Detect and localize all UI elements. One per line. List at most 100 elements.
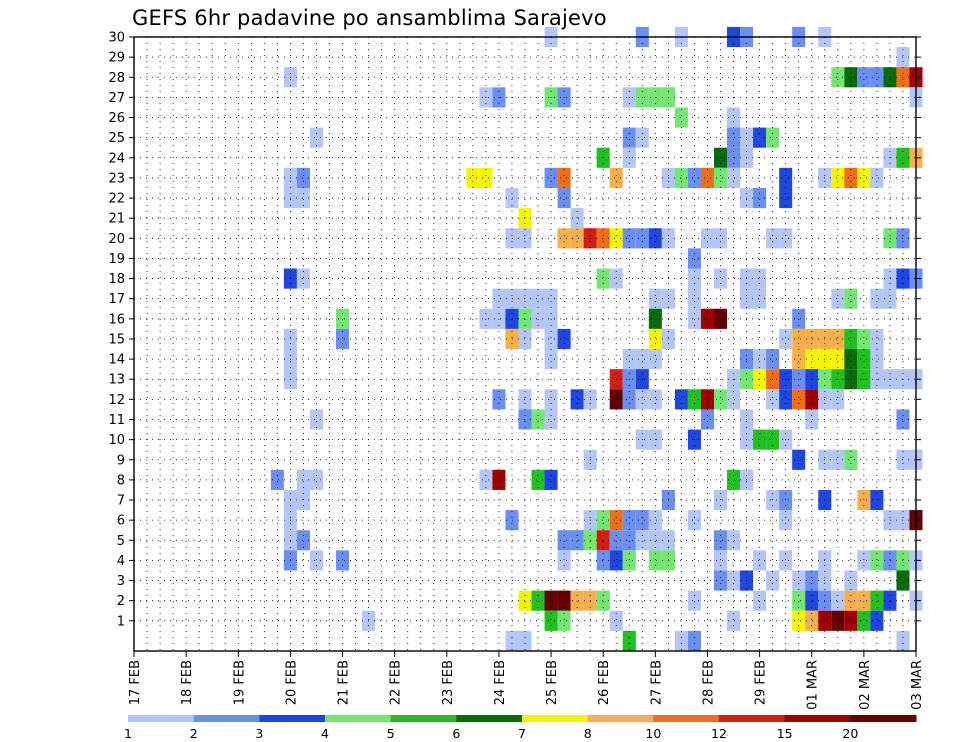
heatmap-cell: [635, 530, 649, 551]
y-tick-label: 25: [108, 131, 125, 146]
y-tick-label: 8: [117, 473, 125, 488]
heatmap-cell: [779, 550, 793, 571]
heatmap-cell: [883, 268, 897, 289]
y-tick-label: 7: [117, 494, 125, 509]
heatmap-cell: [570, 208, 584, 229]
heatmap-cell: [309, 127, 323, 148]
heatmap-cell: [309, 469, 323, 490]
heatmap-cell: [766, 228, 780, 249]
heatmap-cell: [531, 308, 545, 329]
heatmap-cell: [674, 630, 688, 651]
heatmap-cell: [883, 590, 897, 611]
heatmap-cell: [596, 228, 610, 249]
y-tick-label: 5: [117, 534, 125, 549]
heatmap-cell: [648, 288, 662, 309]
heatmap-cell: [727, 127, 741, 148]
heatmap-cell: [479, 469, 493, 490]
heatmap-cell: [792, 349, 806, 370]
heatmap-cell: [336, 328, 350, 350]
x-tick-label: 28 FEB: [702, 660, 717, 705]
heatmap-cell: [544, 409, 558, 430]
heatmap-cell: [635, 510, 649, 531]
y-tick-label: 17: [108, 292, 125, 307]
y-tick-label: 14: [108, 353, 125, 368]
heatmap-cell: [687, 308, 701, 329]
heatmap-cell: [609, 268, 623, 289]
heatmap-cell: [635, 127, 649, 148]
heatmap-cell: [870, 489, 884, 511]
heatmap-cell: [779, 167, 793, 188]
heatmap-cell: [557, 590, 571, 611]
heatmap-cell: [596, 268, 610, 289]
heatmap-cell: [609, 510, 623, 531]
heatmap-cell: [805, 610, 819, 631]
heatmap-cell: [687, 630, 701, 651]
heatmap-cell: [766, 349, 780, 370]
heatmap-cell: [766, 489, 780, 511]
heatmap-cell: [518, 630, 532, 651]
y-tick-label: 28: [108, 71, 125, 86]
legend-swatch: [193, 715, 260, 722]
heatmap-cell: [687, 288, 701, 309]
legend: 1 2 3 4 5 6 7 8 10 12 15 20: [124, 715, 917, 741]
heatmap-cell: [687, 248, 701, 269]
heatmap-cell: [648, 308, 662, 329]
heatmap-cell: [779, 228, 793, 249]
y-tick-label: 4: [117, 554, 125, 569]
heatmap-cell: [727, 389, 741, 410]
heatmap-cell: [609, 228, 623, 249]
heatmap-cell: [844, 288, 858, 309]
heatmap-cell: [713, 228, 728, 249]
grid: [134, 36, 916, 651]
legend-label: 7: [518, 726, 526, 741]
heatmap-cell: [727, 469, 741, 490]
legend-label: 2: [190, 726, 198, 741]
y-tick-label: 29: [108, 51, 125, 66]
legend-label: 10: [645, 726, 661, 741]
heatmap-cell: [635, 228, 649, 249]
heatmap-cell: [609, 530, 623, 551]
heatmap-cell: [531, 409, 545, 430]
heatmap-cell: [883, 510, 897, 531]
heatmap-cell: [479, 308, 493, 329]
heatmap-cell: [557, 167, 571, 188]
y-tick-label: 21: [108, 212, 125, 227]
x-tick-label: 17 FEB: [128, 660, 143, 705]
heatmap-cell: [492, 469, 506, 490]
heatmap-cell: [753, 550, 767, 571]
heatmap-cell: [792, 308, 806, 329]
heatmap-cell: [687, 590, 701, 611]
heatmap-cell: [857, 67, 871, 88]
legend-swatch: [390, 715, 457, 722]
y-tick-label: 23: [108, 171, 125, 186]
heatmap-cell: [779, 187, 793, 209]
x-tick-label: 18 FEB: [180, 660, 195, 705]
heatmap-cell: [792, 570, 806, 591]
heatmap-cell: [766, 570, 780, 591]
heatmap-cell: [857, 590, 871, 611]
heatmap-cell: [857, 328, 871, 350]
heatmap-cell: [622, 630, 636, 651]
heatmap-cell: [544, 328, 558, 350]
heatmap-cell: [492, 389, 506, 410]
heatmap-cell: [727, 107, 741, 128]
heatmap-cell: [296, 268, 310, 289]
heatmap-cell: [753, 268, 767, 289]
heatmap-cell: [883, 228, 897, 249]
heatmap-cell: [648, 228, 662, 249]
heatmap-cell: [727, 570, 741, 591]
heatmap-cell: [544, 389, 558, 410]
y-tick-label: 26: [108, 111, 125, 126]
heatmap-cell: [505, 328, 519, 350]
heatmap-cell: [296, 167, 310, 188]
heatmap-cell: [753, 590, 767, 611]
heatmap-cell: [557, 550, 571, 571]
heatmap-cell: [596, 590, 610, 611]
heatmap-cell: [505, 228, 519, 249]
heatmap-cell: [792, 590, 806, 611]
legend-swatch: [653, 715, 720, 722]
heatmap-cell: [544, 349, 558, 370]
heatmap-cell: [700, 409, 714, 430]
heatmap-cell: [648, 550, 662, 571]
heatmap-cell: [870, 328, 884, 350]
